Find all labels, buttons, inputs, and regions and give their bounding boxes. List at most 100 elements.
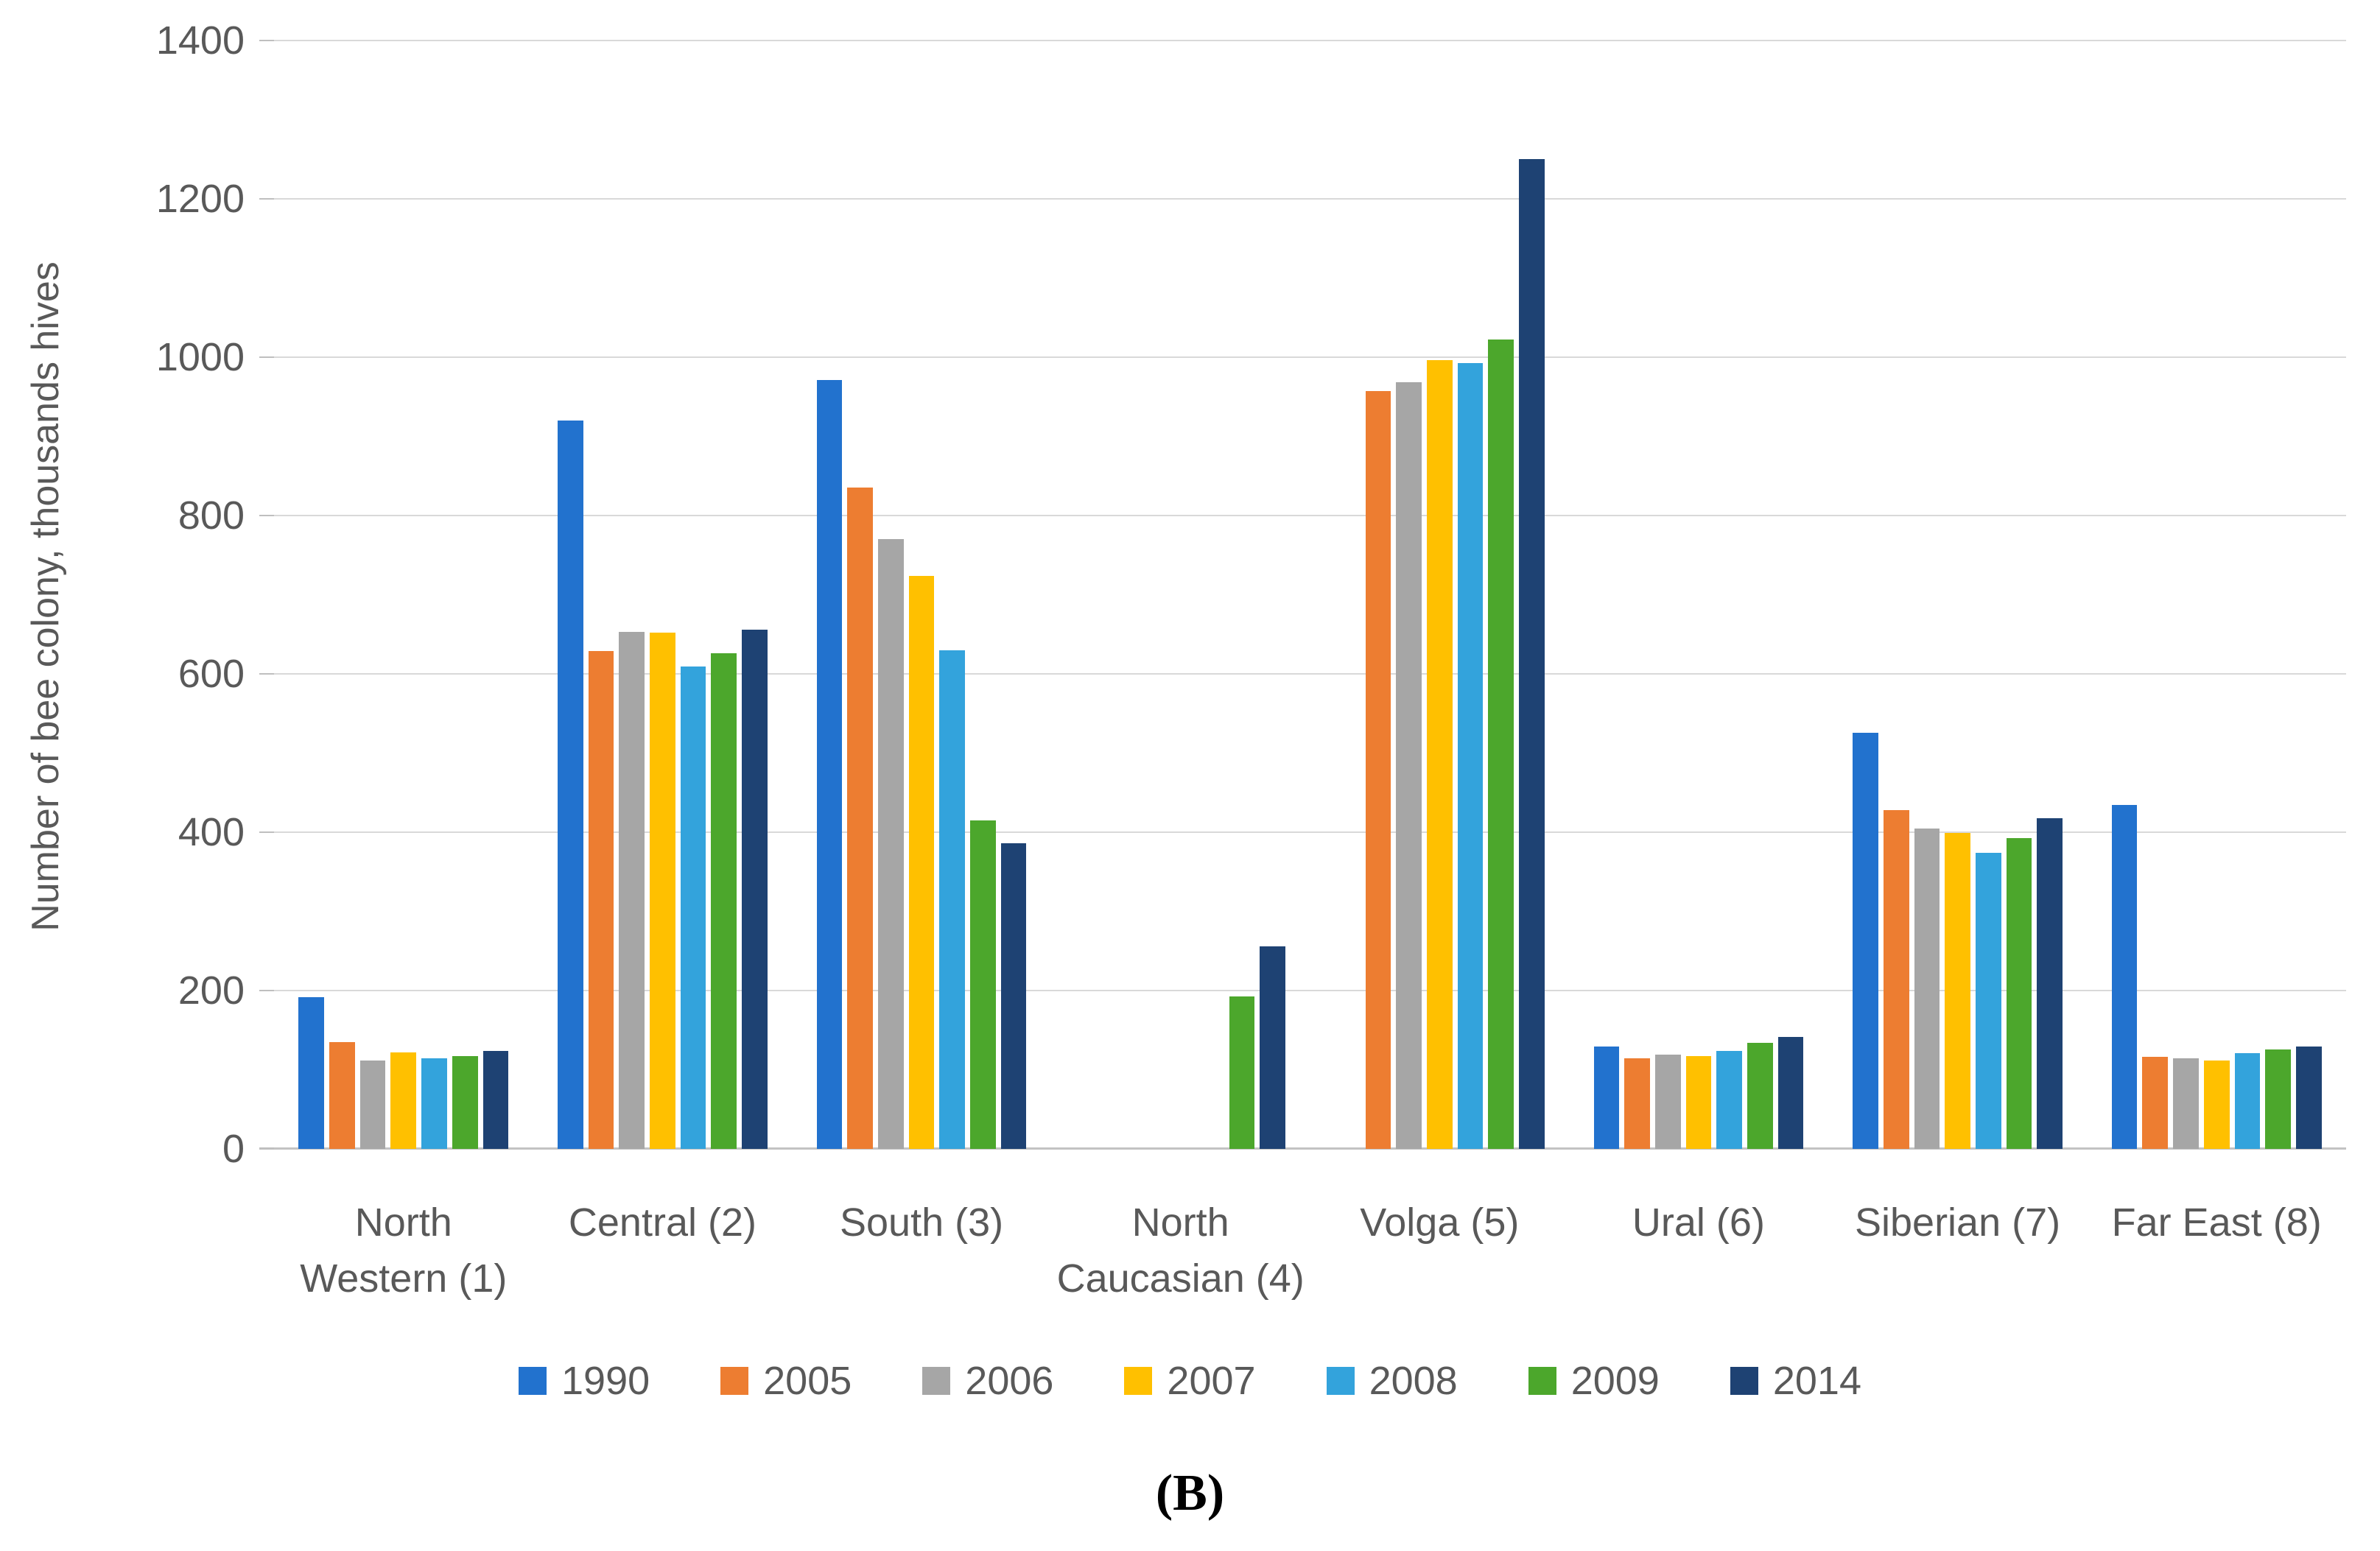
y-tick-label-1000: 1000	[155, 335, 245, 379]
legend-label-2006: 2006	[965, 1359, 1054, 1403]
gridline-y-400	[259, 831, 2346, 834]
bar-2006-far-east-8	[2173, 1058, 2199, 1149]
legend-label-2009: 2009	[1570, 1359, 1660, 1403]
bar-2006-north-western-1	[359, 1060, 386, 1149]
bar-group-2	[533, 41, 793, 1149]
y-axis-tick	[259, 1147, 274, 1150]
plot-area	[259, 40, 2346, 1150]
legend-swatch-2009	[1528, 1367, 1556, 1395]
bar-2007-south-3	[908, 575, 935, 1149]
bar-2008-ural-6	[1716, 1050, 1742, 1149]
bar-2005-central-2	[588, 650, 614, 1149]
bar-2007-far-east-8	[2203, 1060, 2230, 1149]
bar-2009-far-east-8	[2265, 1049, 2291, 1149]
bar-2009-volga-5	[1488, 340, 1514, 1149]
bar-2014-volga-5	[1519, 159, 1545, 1149]
bar-1990-south-3	[816, 380, 843, 1149]
bar-2014-north-western-1	[482, 1050, 509, 1149]
bar-2005-ural-6	[1624, 1058, 1650, 1149]
bar-2008-central-2	[680, 667, 706, 1149]
y-tick-label-200: 200	[178, 968, 245, 1013]
gridline-y-1400	[259, 40, 2346, 41]
y-axis-tick	[259, 831, 274, 834]
x-label-7: Siberian (7)	[1855, 1200, 2061, 1245]
x-label-3: South (3)	[840, 1200, 1004, 1245]
bar-2005-siberian-7	[1883, 809, 1909, 1149]
bar-2005-south-3	[847, 488, 874, 1149]
bar-2009-siberian-7	[2006, 837, 2032, 1149]
legend-item-2009: 2009	[1528, 1358, 1660, 1404]
x-label-1: North Western (1)	[300, 1200, 508, 1301]
x-label-6: Ural (6)	[1632, 1200, 1765, 1245]
bar-2009-ural-6	[1747, 1042, 1773, 1149]
legend-label-2008: 2008	[1369, 1359, 1458, 1403]
legend-label-1990: 1990	[561, 1359, 650, 1403]
x-label-5: Volga (5)	[1360, 1200, 1520, 1245]
bar-group-1	[274, 41, 533, 1149]
y-axis-tick	[259, 198, 274, 200]
legend-item-2008: 2008	[1326, 1358, 1458, 1404]
bar-group-3	[792, 41, 1051, 1149]
bar-2014-ural-6	[1777, 1037, 1804, 1149]
bar-2007-north-western-1	[390, 1052, 417, 1149]
bar-2005-volga-5	[1365, 391, 1391, 1149]
bar-2008-south-3	[939, 650, 966, 1149]
x-label-8: Far East (8)	[2111, 1200, 2322, 1245]
gridline-y-800	[259, 515, 2346, 517]
legend-item-2006: 2006	[922, 1358, 1053, 1404]
bar-2005-far-east-8	[2142, 1057, 2169, 1149]
legend-swatch-2005	[720, 1367, 749, 1395]
bar-2007-ural-6	[1685, 1056, 1712, 1149]
bar-group-5	[1310, 41, 1570, 1149]
bar-2014-central-2	[742, 629, 768, 1149]
bar-group-4	[1051, 41, 1310, 1149]
legend-label-2005: 2005	[763, 1359, 852, 1403]
bar-2006-siberian-7	[1914, 828, 1940, 1149]
y-axis-tick	[259, 990, 274, 992]
gridline-y-1200	[259, 198, 2346, 200]
y-tick-label-800: 800	[178, 493, 245, 538]
bar-2007-siberian-7	[1945, 833, 1970, 1149]
figure-caption: (B)	[1155, 1465, 1225, 1522]
bar-2014-north-caucasian-4	[1260, 946, 1286, 1149]
y-axis-tick	[259, 40, 274, 41]
gridline-y-0	[259, 1147, 2346, 1150]
bar-2006-south-3	[878, 539, 904, 1149]
y-axis-tick	[259, 356, 274, 358]
bar-2009-central-2	[711, 653, 737, 1149]
bar-2006-volga-5	[1396, 382, 1422, 1149]
legend-item-2007: 2007	[1124, 1358, 1256, 1404]
gridline-y-1000	[259, 356, 2346, 358]
bar-2014-south-3	[1000, 843, 1027, 1149]
legend-swatch-2008	[1326, 1367, 1355, 1395]
bar-2006-central-2	[619, 632, 645, 1149]
legend-swatch-1990	[519, 1367, 547, 1395]
x-label-2: Central (2)	[568, 1200, 757, 1245]
legend-item-1990: 1990	[519, 1358, 650, 1404]
legend-label-2014: 2014	[1772, 1359, 1861, 1403]
y-tick-label-0: 0	[222, 1127, 245, 1171]
x-label-4: North Caucasian (4)	[1056, 1200, 1305, 1301]
bar-2007-central-2	[650, 633, 675, 1149]
bar-1990-central-2	[558, 421, 583, 1149]
legend: 1990 2005 2006 2007 2008 2009 2014	[0, 1358, 2380, 1404]
y-tick-label-1400: 1400	[155, 18, 245, 63]
bar-2008-volga-5	[1457, 362, 1484, 1149]
legend-swatch-2006	[922, 1367, 951, 1395]
y-tick-label-1200: 1200	[155, 177, 245, 221]
legend-swatch-2014	[1730, 1367, 1758, 1395]
bar-group-8	[2087, 41, 2346, 1149]
bar-1990-ural-6	[1593, 1047, 1620, 1149]
bar-1990-siberian-7	[1853, 732, 1878, 1149]
y-axis-tick	[259, 515, 274, 517]
bar-1990-north-western-1	[298, 996, 325, 1149]
bar-2009-north-western-1	[452, 1056, 478, 1149]
bar-2014-siberian-7	[2037, 817, 2063, 1149]
bar-2008-north-western-1	[421, 1058, 447, 1149]
gridline-y-600	[259, 673, 2346, 675]
bar-2014-far-east-8	[2295, 1047, 2322, 1149]
bar-1990-far-east-8	[2111, 805, 2138, 1149]
bar-2007-volga-5	[1426, 360, 1453, 1149]
y-tick-label-600: 600	[178, 652, 245, 696]
